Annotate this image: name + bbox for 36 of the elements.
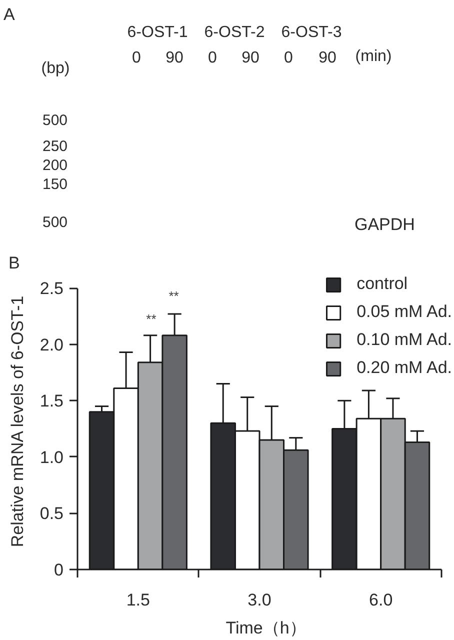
text: 90: [242, 50, 260, 66]
text: 200: [42, 157, 68, 174]
y-tick-label: 0: [54, 560, 64, 580]
text: 250: [42, 138, 68, 155]
y-tick-label: 2.5: [40, 279, 64, 298]
text: 6-OST-2: [204, 24, 265, 41]
text: 6-OST-3: [281, 24, 342, 41]
text: 0: [284, 50, 294, 66]
y-tick-label: 1.0: [40, 448, 64, 467]
text: 6-OST-1: [127, 24, 188, 41]
text: 0: [208, 50, 218, 66]
annotation: **: [146, 312, 156, 327]
text: 90: [166, 50, 184, 66]
text: (min): [355, 48, 392, 65]
x-tick-label: 1.5: [126, 590, 150, 610]
text: (bp): [41, 60, 70, 77]
legend-label: 0.05 mM Ad.: [356, 302, 452, 322]
x-tick-label: 6.0: [369, 590, 393, 610]
legend-label: 0.20 mM Ad.: [356, 358, 452, 378]
text: GAPDH: [354, 215, 415, 234]
text: 90: [318, 50, 336, 66]
x-axis-title: Time（h）: [226, 618, 306, 638]
text: 500: [42, 214, 68, 231]
text: 0: [132, 50, 142, 66]
annotation: **: [168, 288, 179, 304]
y-axis-title: Relative mRNA levels of 6-OST-1: [8, 296, 27, 548]
text: B: [8, 254, 20, 272]
text: 150: [42, 176, 68, 193]
legend-label: 0.10 mM Ad.: [356, 330, 452, 350]
legend-label: control: [356, 274, 408, 294]
y-tick-label: 2.0: [40, 335, 64, 354]
text: 500: [42, 112, 68, 129]
y-tick-label: 0.5: [40, 504, 64, 524]
x-tick-label: 3.0: [248, 590, 272, 610]
text: A: [4, 5, 16, 24]
y-tick-label: 1.5: [40, 392, 64, 411]
